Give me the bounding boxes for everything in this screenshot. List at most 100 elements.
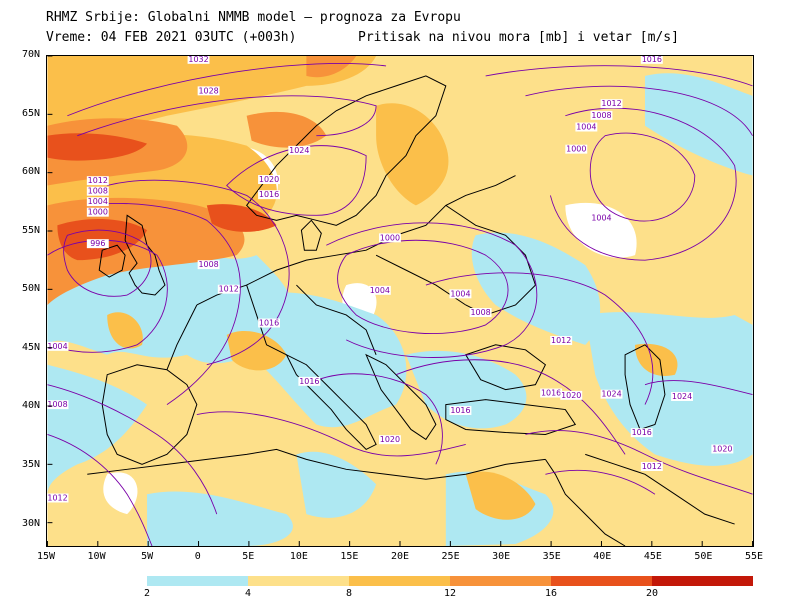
longitude-label: 20E [390,551,410,562]
isobar-label-bg [86,176,109,186]
isobar-label: 1024 [672,392,692,401]
isobar-label-bg [368,285,391,295]
colorbar-label: 2 [143,588,151,599]
isobar-label-bg [590,213,613,223]
isobar-label: 1012 [88,176,108,185]
isobar-label: 1012 [551,336,571,345]
isobar-label: 1004 [88,197,108,206]
latitude-label: 30N [21,517,40,529]
isobar-label: 1008 [47,400,67,409]
isobar-label: 1008 [88,187,108,196]
isobar-label-bg [258,318,281,328]
colorbar-segment [248,576,349,586]
isobar-label: 1020 [712,444,732,453]
isobar-label: 1016 [541,389,561,398]
colorbar-segment [349,576,450,586]
longitude-label: 30E [492,551,511,562]
isobar-label-bg [86,197,109,207]
isobar-label: 1004 [591,214,611,223]
isobar-label: 1024 [289,146,309,155]
colorbar-segment [652,576,753,586]
isobar-label: 1012 [219,285,239,294]
isobar-label-bg [640,56,663,64]
isobar-label-bg [47,341,69,351]
isobar-label: 1024 [601,390,621,399]
isobar-label-bg [565,144,588,154]
isobar-label-bg [575,122,598,132]
isobar-label-bg [640,462,663,471]
isobar-label: 1012 [47,494,67,503]
isobar-label-bg [298,376,321,386]
latitude-label: 35N [21,459,40,470]
longitude-label: 0 [194,551,201,562]
colorbar-label: 16 [544,588,558,599]
isobar-label: 1016 [299,377,319,386]
isobar-label: 1004 [450,289,470,298]
weather-map: 1032102810241020101610121008100410009961… [46,55,754,547]
isobar-label-bg [47,493,69,503]
isobar-label-bg [197,260,220,270]
isobar-labels: 1032102810241020101610121008100410009961… [47,55,734,503]
latitude-label: 50N [21,283,40,295]
map-title: RHMZ Srbije: Globalni NMMB model — progn… [46,10,461,25]
isobar-label-bg [86,186,109,196]
isobar-label-bg [47,400,69,410]
latitude-label: 65N [21,107,40,119]
longitude-label: 50E [694,551,713,562]
colorbar-segment [450,576,551,586]
isobar-label-bg [630,428,653,438]
isobar-label-bg [600,389,623,399]
longitude-label: 15E [340,551,359,562]
isobar-label-bg [258,175,281,184]
isobar-label-bg [217,284,240,294]
longitude-label: 10E [289,551,308,562]
isobar-label-bg [86,207,109,217]
isobar-label-bg [560,390,583,400]
isobar-label: 1016 [259,190,279,199]
graticule [47,56,753,546]
longitude-label: 5E [242,551,255,562]
valid-time: Vreme: 04 FEB 2021 03UTC (+003h) [46,30,297,45]
isobar-label: 1008 [591,111,611,120]
longitude-label: 45E [643,551,662,562]
isobar-label: 1012 [642,462,662,471]
isobar-label: 996 [90,239,105,248]
isobar-label-bg [378,233,401,243]
isobar-label-bg [590,110,613,120]
isobar-label-bg [550,336,573,345]
longitude-label: 5W [141,551,154,562]
isobar-label-bg [187,56,210,64]
isobar-label-bg [540,388,563,398]
isobar-label: 1000 [88,208,108,217]
colorbar-label: 8 [345,588,353,599]
longitude-label: 25E [441,551,460,562]
latitude-label: 70N [21,49,40,60]
latitude-label: 55N [21,224,40,236]
colorbar-segment [147,576,248,586]
isobar-label-bg [711,444,734,454]
longitude-label: 35E [542,551,561,562]
wind-colorbar [147,576,753,586]
isobar-label-bg [258,190,281,200]
isobar-label: 1028 [198,86,218,95]
isobar-label: 1020 [259,175,279,184]
isobar-label: 1016 [642,55,662,64]
map-subtitle: Pritisak na nivou mora [mb] i vetar [m/s… [358,30,679,45]
isobar-label: 1016 [259,318,279,327]
isobar-label: 1008 [470,308,490,317]
longitude-label: 55E [744,551,764,562]
isobar-label-bg [449,406,472,415]
isobar-label: 1004 [370,286,390,295]
isobar-label: 1000 [380,233,400,242]
isobar-label: 1008 [198,260,218,269]
isobar-label: 1020 [380,435,400,444]
latitude-label: 60N [21,166,40,178]
isobar-label-bg [378,435,401,445]
colorbar-label: 4 [244,588,252,599]
isobar-label: 1012 [601,99,621,108]
isobar-label-bg [197,86,220,96]
isobar-label: 1004 [576,122,596,131]
longitude-label: 15W [36,551,56,562]
isobar-label: 1004 [47,342,67,351]
longitude-label: 10W [87,551,106,562]
